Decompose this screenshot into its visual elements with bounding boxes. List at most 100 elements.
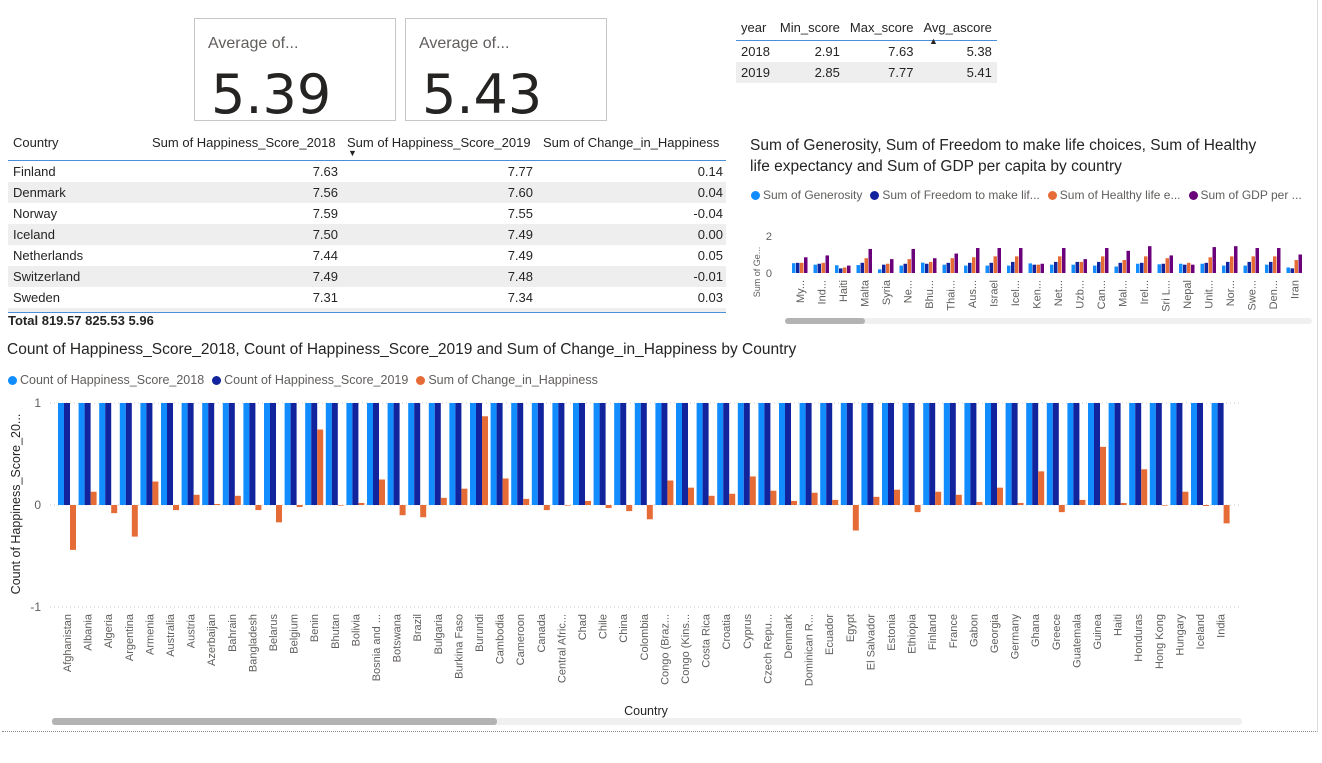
legend-item[interactable]: Count of Happiness_Score_2019 <box>212 373 408 387</box>
bar[interactable] <box>1032 264 1037 273</box>
column-header-avg-score[interactable]: Avg_ascore <box>918 16 997 41</box>
bar[interactable] <box>991 403 997 505</box>
bar[interactable] <box>470 403 476 505</box>
bar[interactable] <box>993 256 998 273</box>
bar[interactable] <box>902 403 909 505</box>
bar[interactable] <box>1126 250 1131 273</box>
bar[interactable] <box>373 403 379 505</box>
bar[interactable] <box>420 505 427 518</box>
bar[interactable] <box>140 403 147 505</box>
bar[interactable] <box>964 265 968 273</box>
bar[interactable] <box>1058 505 1065 513</box>
bar[interactable] <box>890 259 894 273</box>
bar[interactable] <box>1144 256 1148 273</box>
bar[interactable] <box>605 505 612 509</box>
bar[interactable] <box>1011 261 1015 273</box>
bar[interactable] <box>796 262 800 273</box>
bar[interactable] <box>1038 471 1045 505</box>
bar[interactable] <box>758 403 765 505</box>
bar[interactable] <box>1170 403 1177 505</box>
bar[interactable] <box>634 403 641 505</box>
bar[interactable] <box>921 262 925 273</box>
bar[interactable] <box>243 403 250 505</box>
bar[interactable] <box>968 262 972 273</box>
bar[interactable] <box>531 403 538 505</box>
bar[interactable] <box>1083 259 1088 273</box>
bar[interactable] <box>482 416 488 505</box>
bar[interactable] <box>434 403 441 505</box>
bar[interactable] <box>946 262 951 273</box>
bar[interactable] <box>496 403 503 505</box>
bar[interactable] <box>1223 505 1230 524</box>
column-header-score-2018[interactable]: Sum of Happiness_Score_2018 <box>152 135 336 150</box>
bar[interactable] <box>832 499 839 505</box>
bar[interactable] <box>173 505 179 511</box>
bar[interactable] <box>1234 246 1238 273</box>
bar[interactable] <box>317 429 324 505</box>
sort-up-icon[interactable]: ▲ <box>929 36 938 46</box>
bar[interactable] <box>903 263 908 273</box>
bar[interactable] <box>882 264 886 273</box>
table-row[interactable]: Switzerland 7.49 7.48 -0.01 <box>8 266 726 287</box>
bar[interactable] <box>861 403 868 505</box>
bar[interactable] <box>337 505 344 506</box>
bar[interactable] <box>305 403 312 505</box>
bar[interactable] <box>811 492 818 505</box>
bar[interactable] <box>599 403 606 505</box>
bar[interactable] <box>502 478 509 505</box>
bar[interactable] <box>1149 403 1156 505</box>
bar[interactable] <box>620 403 627 505</box>
bar[interactable] <box>911 248 916 273</box>
bar[interactable] <box>1017 502 1024 505</box>
bar[interactable] <box>111 505 118 514</box>
bar[interactable] <box>976 501 983 505</box>
bar[interactable] <box>955 494 962 505</box>
bar[interactable] <box>1273 256 1277 273</box>
bar[interactable] <box>255 505 262 511</box>
bar[interactable] <box>84 403 91 505</box>
bar[interactable] <box>770 490 777 505</box>
bar[interactable] <box>860 262 865 273</box>
bar[interactable] <box>1155 403 1162 505</box>
bar[interactable] <box>1265 264 1269 273</box>
bar[interactable] <box>1277 248 1281 273</box>
bar[interactable] <box>461 488 468 505</box>
bar[interactable] <box>1073 403 1080 505</box>
bar[interactable] <box>1120 502 1127 505</box>
bar[interactable] <box>1019 248 1023 273</box>
bar[interactable] <box>888 403 894 505</box>
bar[interactable] <box>222 403 229 505</box>
bar[interactable] <box>970 403 977 505</box>
bar[interactable] <box>914 505 921 513</box>
bar[interactable] <box>125 403 132 505</box>
bar[interactable] <box>1136 263 1140 273</box>
column-header-max-score[interactable]: Max_score <box>844 16 919 41</box>
bar[interactable] <box>537 403 544 505</box>
bar[interactable] <box>805 403 812 505</box>
bar[interactable] <box>985 265 990 273</box>
table-row[interactable]: 2018 2.91 7.63 5.38 <box>736 41 997 63</box>
bar[interactable] <box>1176 403 1183 505</box>
bar[interactable] <box>878 269 882 273</box>
legend-item[interactable]: Sum of GDP per ... <box>1188 188 1302 202</box>
table-row[interactable]: Iceland 7.50 7.49 0.00 <box>8 224 726 245</box>
bar[interactable] <box>325 403 332 505</box>
bar[interactable] <box>840 403 847 505</box>
bar[interactable] <box>270 403 276 505</box>
bar[interactable] <box>1058 256 1062 273</box>
bar[interactable] <box>929 403 936 505</box>
table-row[interactable]: Netherlands 7.44 7.49 0.05 <box>8 245 726 266</box>
bar[interactable] <box>667 480 674 505</box>
bar[interactable] <box>1204 262 1209 273</box>
column-header-year[interactable]: year <box>736 16 775 41</box>
bar[interactable] <box>723 403 730 505</box>
bar[interactable] <box>523 498 530 505</box>
bar[interactable] <box>792 263 796 273</box>
bar[interactable] <box>1015 256 1019 273</box>
bar[interactable] <box>856 265 861 273</box>
bar[interactable] <box>846 403 853 505</box>
bar[interactable] <box>476 403 482 505</box>
column-header-change[interactable]: Sum of Change_in_Happiness <box>543 135 720 150</box>
bar[interactable] <box>1243 265 1248 273</box>
bar[interactable] <box>997 248 1002 273</box>
